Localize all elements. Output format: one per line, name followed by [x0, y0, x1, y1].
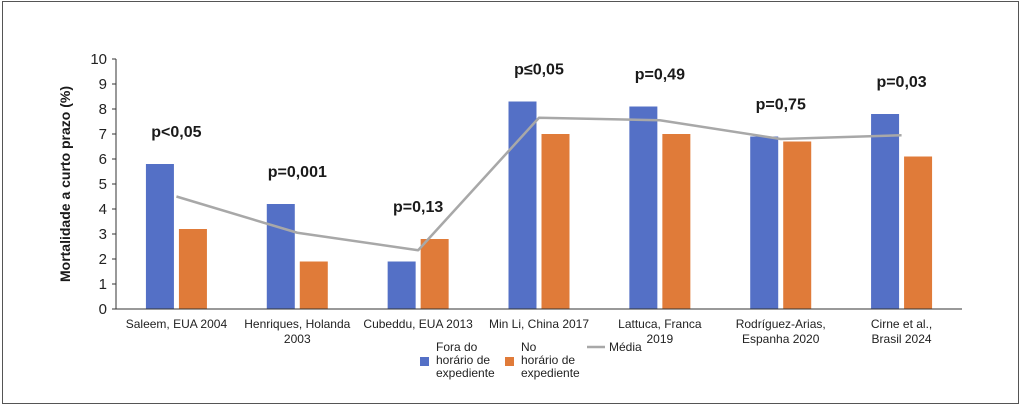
bar	[299, 261, 328, 309]
bar	[178, 229, 207, 309]
y-axis-label: Mortalidade a curto prazo (%)	[57, 86, 73, 282]
p-value-label: p≤0,05	[514, 62, 564, 79]
bar	[750, 136, 779, 309]
p-value-label: p=0,001	[268, 164, 327, 181]
bar	[871, 114, 900, 309]
legend-label: Fora do horário de expediente	[436, 340, 495, 380]
legend: Fora do horário de expediente No horário de e…	[420, 340, 642, 380]
y-tick-label: 1	[99, 276, 107, 293]
y-tick-label: 10	[90, 51, 107, 68]
legend-label: No horário de expediente	[521, 340, 580, 380]
y-tick-label: 9	[99, 76, 107, 93]
bar	[629, 106, 658, 309]
x-tick-label: Cirne et al., Brasil 2024	[871, 317, 932, 346]
y-tick-label: 0	[99, 301, 107, 318]
bar	[508, 101, 537, 309]
x-tick-label: Min Li, China 2017	[489, 317, 589, 331]
x-tick-label: Henriques, Holanda 2003	[244, 317, 350, 346]
x-tick-label: Saleem, EUA 2004	[126, 317, 228, 331]
bars	[145, 101, 933, 309]
bar	[266, 204, 295, 309]
p-value-label: p=0,49	[635, 67, 685, 84]
y-tick-label: 3	[99, 226, 107, 243]
bar	[387, 261, 416, 309]
bar	[783, 141, 812, 309]
y-tick-label: 4	[99, 201, 107, 218]
bar	[904, 156, 933, 309]
average-line-path	[176, 116, 902, 252]
y-tick-label: 6	[99, 151, 107, 168]
legend-item: No horário de expediente	[505, 340, 580, 380]
bar	[145, 164, 174, 309]
legend-item: Média	[587, 340, 642, 354]
p-value-label: p=0,03	[876, 74, 926, 91]
legend-item: Fora do horário de expediente	[420, 340, 495, 380]
bar	[662, 134, 691, 309]
x-tick-label: Rodríguez-Arias, Espanha 2020	[736, 317, 826, 346]
legend-swatch	[420, 357, 429, 366]
x-tick-label: Lattuca, Franca 2019	[618, 317, 702, 346]
legend-swatch	[505, 357, 514, 366]
x-tick-label: Cubeddu, EUA 2013	[363, 317, 473, 331]
p-value-label: p=0,13	[393, 199, 443, 216]
y-axis: 0 1 2 3 4 5 6 7 8 9 10	[90, 51, 117, 318]
legend-label: Média	[609, 340, 642, 354]
bar	[541, 134, 570, 309]
y-tick-label: 8	[99, 101, 107, 118]
bar	[420, 239, 449, 309]
y-tick-label: 7	[99, 126, 107, 143]
p-value-annotations: p<0,05 p=0,001 p=0,13 p≤0,05 p=0,49 p=0,75 p=0…	[151, 62, 927, 217]
y-tick-label: 2	[99, 251, 107, 268]
x-axis: Saleem, EUA 2004 Henriques, Holanda 2003 Cu…	[116, 308, 962, 346]
p-value-label: p<0,05	[151, 124, 201, 141]
average-line	[176, 116, 902, 252]
p-value-label: p=0,75	[756, 97, 806, 114]
y-tick-label: 5	[99, 176, 107, 193]
